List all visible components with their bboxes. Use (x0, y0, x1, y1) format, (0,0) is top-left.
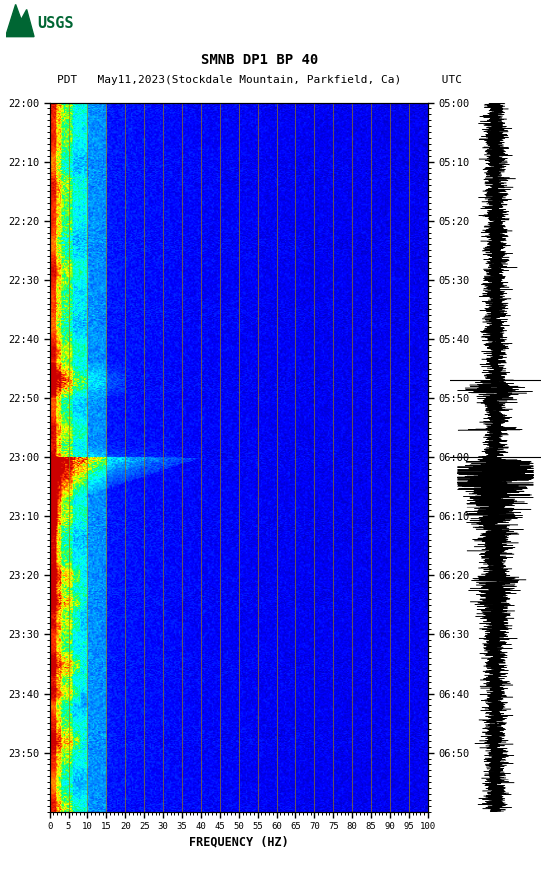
X-axis label: FREQUENCY (HZ): FREQUENCY (HZ) (189, 835, 289, 848)
Text: USGS: USGS (38, 15, 74, 30)
Text: SMNB DP1 BP 40: SMNB DP1 BP 40 (201, 53, 318, 67)
Text: PDT   May11,2023(Stockdale Mountain, Parkfield, Ca)      UTC: PDT May11,2023(Stockdale Mountain, Parkf… (57, 75, 462, 86)
Polygon shape (6, 4, 34, 37)
